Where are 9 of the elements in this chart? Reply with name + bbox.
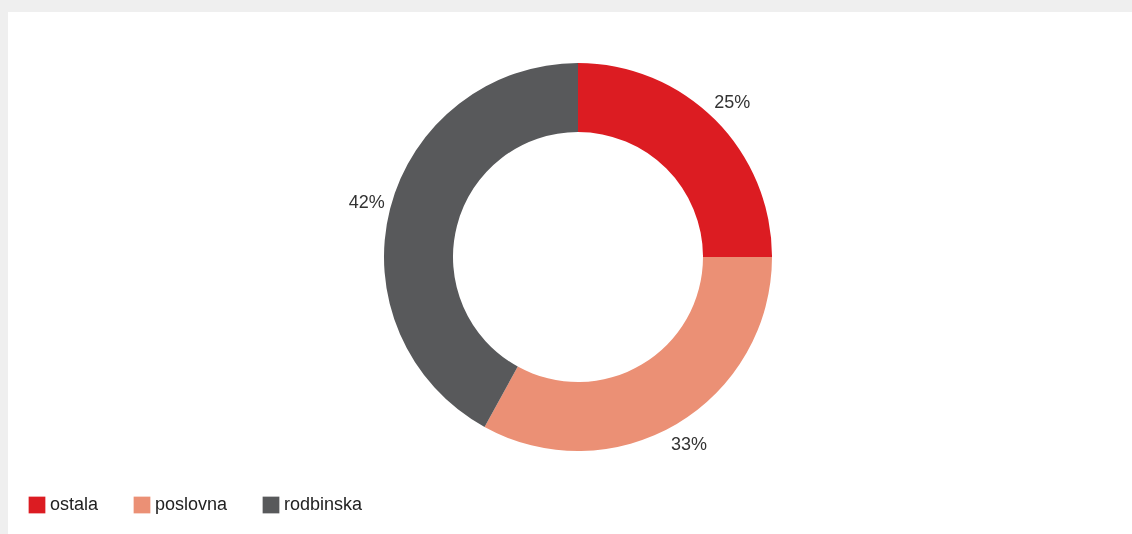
donut-slice bbox=[384, 63, 578, 427]
donut-slice bbox=[578, 63, 772, 257]
data-label: 42% bbox=[348, 191, 385, 212]
data-label: 33% bbox=[670, 433, 707, 454]
legend-label: poslovna bbox=[155, 494, 229, 514]
legend-label: rodbinska bbox=[284, 494, 364, 514]
legend-label: ostala bbox=[50, 494, 100, 514]
data-label: 25% bbox=[714, 91, 751, 112]
donut-slice bbox=[484, 257, 772, 451]
